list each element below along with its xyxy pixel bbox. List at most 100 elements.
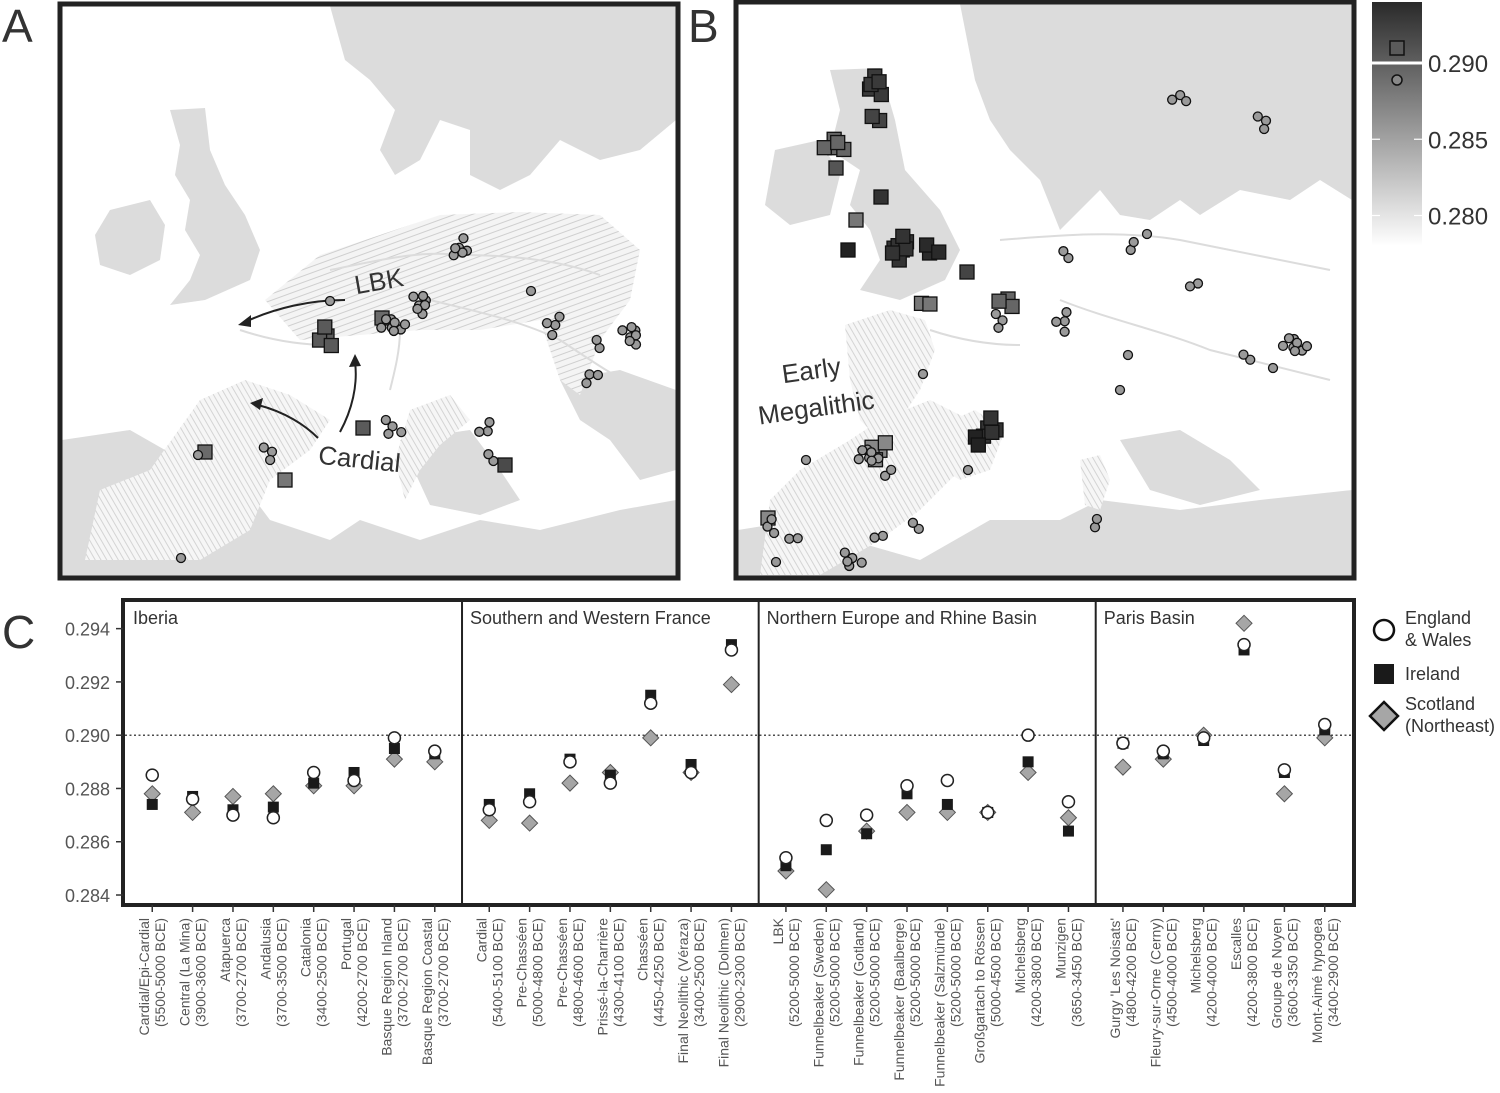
map-sample-circle [839,547,850,558]
x-tick-period: (5200-5000 BCE) [826,918,842,1027]
y-tick-label: 0.284 [65,886,110,906]
map-sample-circle [1059,326,1070,337]
map-a-cardial-italy [395,395,470,500]
x-tick-label: Funnelbeaker (Sweden) [810,918,826,1067]
map-sample-square [355,420,371,436]
x-tick-label: Cardial [473,918,489,962]
map-sample-circle [1091,513,1103,525]
map-sample-circle [474,426,485,437]
point-england-wales [980,805,995,820]
point-england-wales [819,813,834,828]
map-sample-circle [258,442,269,453]
colorbar-tick-label: 0.285 [1428,127,1488,154]
point-england-wales [1196,731,1211,745]
map-sample-circle [192,449,204,461]
map-sample-circle [380,414,392,426]
point-ireland [1022,756,1034,768]
map-sample-square [323,337,339,354]
map-sample-circle [856,557,867,568]
x-tick-label: Fleury-sur-Orne (Cerny) [1147,918,1163,1067]
map-sample-circle [993,322,1004,333]
map-sample-circle [869,532,880,543]
x-tick-period: (4800-4600 BCE) [570,918,586,1027]
y-tick-label: 0.294 [65,620,110,640]
x-tick-period: (5200-5000 BCE) [867,918,883,1027]
x-tick-label: Michelsberg [1012,918,1028,993]
point-scotland-northeast [224,787,242,806]
map-sample-circle [770,556,782,568]
point-ireland [146,798,158,810]
map-sample-circle [1277,340,1289,352]
map-sample-circle [525,285,537,297]
x-tick-period: (3600-3350 BCE) [1284,918,1300,1027]
map-sample-circle [399,319,411,330]
map-sample-circle [1063,252,1074,264]
map-sample-circle [842,556,853,567]
map-b-samples [760,68,1313,572]
point-england-wales [226,808,240,822]
point-ireland [820,844,832,856]
map-sample-square [828,160,844,176]
point-england-wales [347,773,361,788]
map-sample-square [497,457,513,473]
point-england-wales [145,768,159,782]
x-tick-label: Prissé-la-Charrière [594,918,610,1036]
point-england-wales [940,773,955,788]
x-tick-label: Escalles [1228,918,1244,970]
legend-label: Scotland [1405,694,1475,714]
x-tick-period: (4800-4200 BCE) [1123,918,1139,1027]
x-tick-label: Final Neolithic (Véraza) [675,918,691,1064]
x-tick-period: (4200-3800 BCE) [1028,918,1044,1027]
map-b-north-africa [738,490,1352,576]
map-sample-circle [584,369,595,380]
point-scotland-northeast [1019,763,1037,782]
x-tick-period: (4200-2700 BCE) [354,918,370,1027]
x-tick-label: Gurgy 'Les Noisats' [1107,918,1123,1039]
map-sample-circle [383,428,394,439]
point-scotland-northeast [520,814,539,832]
map-sample-circle [175,552,187,564]
map-sample-circle [1238,349,1249,360]
map-sample-square [959,264,975,280]
x-tick-label: Cardial/Epi-Cardial [136,918,152,1036]
map-sample-circle [1058,246,1069,257]
colorbar-tick-label: 0.290 [1428,51,1488,78]
point-england-wales [1061,795,1076,809]
point-england-wales [185,792,200,806]
x-tick-period: (5400-5100 BCE) [489,918,505,1027]
y-tick-label: 0.290 [65,726,110,746]
map-a-samples [175,233,642,564]
map-sample-circle [483,449,494,460]
point-england-wales [522,795,537,809]
x-tick-label: Portugal [338,918,354,970]
map-sample-circle [484,417,495,428]
point-ireland [604,769,616,781]
point-scotland-northeast [722,675,741,694]
point-england-wales [684,765,698,780]
x-tick-label: Großgartach to Rössen [972,918,988,1064]
map-sample-circle [1175,89,1186,101]
point-england-wales [724,643,739,657]
map-sample-circle [917,368,929,380]
x-tick-label: Pre-Chasséen [514,918,530,1008]
map-sample-circle [581,377,592,389]
map-sample-circle [458,233,469,244]
x-tick-label: Funnelbeaker (Baalberge) [891,918,907,1081]
point-scotland-northeast [1114,758,1132,776]
x-tick-period: (3400-2900 BCE) [1325,918,1341,1027]
map-sample-circle [877,530,889,542]
map-sample-circle [1089,522,1101,533]
x-tick-label: Chasséen [635,918,651,981]
point-scotland-northeast [264,785,283,803]
x-tick-period: (4200-3800 BCE) [1244,918,1260,1027]
map-sample-circle [450,243,461,254]
x-tick-label: Pre-Chasséen [554,918,570,1008]
map-sample-circle [1167,94,1178,105]
x-tick-label: Mont-Aimé hypogea [1309,918,1325,1044]
map-b-italy-sea [1120,430,1260,505]
map-sample-circle [1267,362,1279,374]
map-sample-circle [866,455,877,466]
map-b-megalithic-france [845,310,935,440]
x-tick-label: Atapuerca [217,918,233,982]
point-england-wales [1277,763,1292,777]
